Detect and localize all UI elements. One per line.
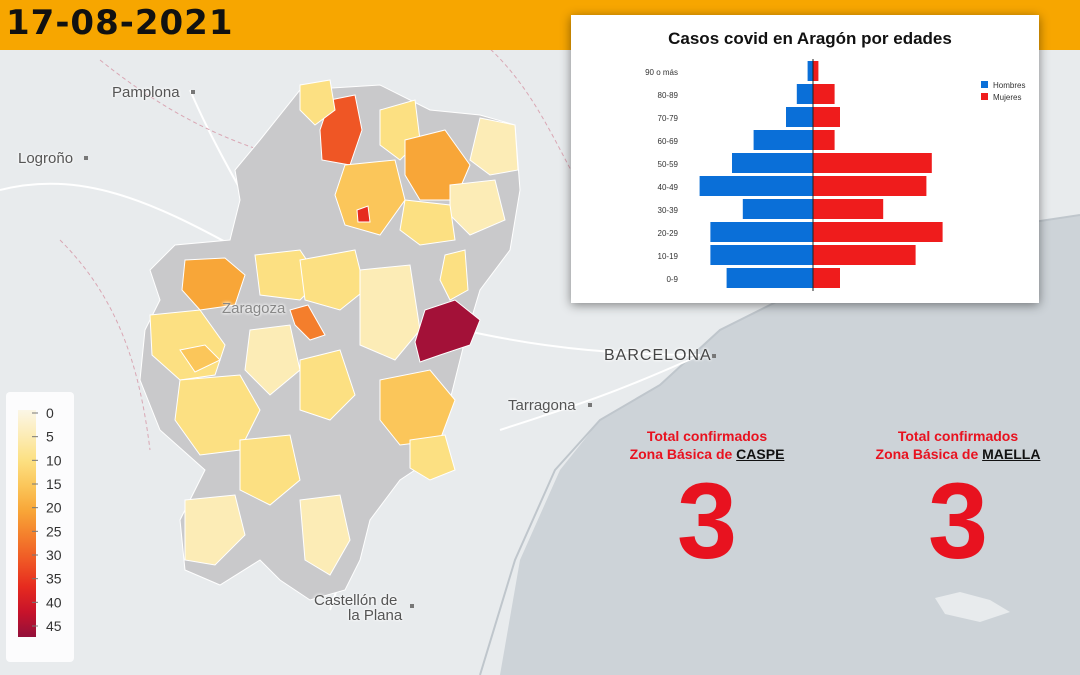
legend-tick-label: 15 bbox=[46, 476, 62, 492]
legend-tick-label: 20 bbox=[46, 500, 62, 516]
bar-hombres bbox=[807, 61, 813, 81]
bar-mujeres bbox=[813, 61, 819, 81]
city-label-castellon-line1: Castellón de bbox=[314, 592, 398, 609]
city-label-zaragoza: Zaragoza bbox=[222, 300, 286, 317]
bar-hombres bbox=[726, 268, 813, 288]
age-category-label: 90 o más bbox=[645, 68, 678, 77]
legend-entry-label: Mujeres bbox=[993, 93, 1021, 102]
stat-caspe-prefix: Zona Básica de bbox=[629, 446, 737, 462]
bar-mujeres bbox=[813, 245, 916, 265]
stat-caspe-zone: CASPE bbox=[736, 446, 785, 462]
date-label: 17-08-2021 bbox=[6, 3, 234, 43]
city-label-logrono: Logroño bbox=[18, 150, 74, 167]
health-zones bbox=[149, 79, 519, 576]
stat-maella-line2: Zona Básica de MAELLA bbox=[838, 445, 1078, 463]
bar-hombres bbox=[732, 153, 813, 173]
legend-tick-label: 35 bbox=[46, 571, 62, 587]
city-label-pamplona: Pamplona bbox=[112, 84, 180, 101]
age-category-label: 70-79 bbox=[658, 114, 679, 123]
bar-mujeres bbox=[813, 268, 840, 288]
legend-tick-label: 0 bbox=[46, 405, 54, 421]
legend-tick-label: 25 bbox=[46, 523, 62, 539]
bar-hombres bbox=[786, 107, 813, 127]
age-category-label: 40-49 bbox=[658, 183, 679, 192]
stat-maella-prefix: Zona Básica de bbox=[875, 446, 983, 462]
bar-hombres bbox=[753, 130, 813, 150]
stat-caspe: Total confirmados Zona Básica de CASPE 3 bbox=[587, 427, 827, 575]
bar-mujeres bbox=[813, 153, 932, 173]
bar-mujeres bbox=[813, 199, 884, 219]
legend-tick-label: 30 bbox=[46, 547, 62, 563]
age-category-label: 50-59 bbox=[658, 160, 679, 169]
bar-hombres bbox=[710, 245, 813, 265]
age-pyramid-chart-card: Casos covid en Aragón por edades 90 o más… bbox=[571, 15, 1039, 303]
age-category-label: 0-9 bbox=[666, 275, 678, 284]
age-category-label: 60-69 bbox=[658, 137, 679, 146]
legend-entry-label: Hombres bbox=[993, 81, 1025, 90]
bar-hombres bbox=[796, 84, 813, 104]
color-legend: 0 5 10 15 20 25 30 35 40 45 bbox=[6, 392, 74, 662]
chart-title: Casos covid en Aragón por edades bbox=[668, 29, 952, 48]
bar-hombres bbox=[710, 222, 813, 242]
stat-caspe-line1: Total confirmados bbox=[646, 428, 768, 444]
legend-tick-label: 40 bbox=[46, 594, 62, 610]
age-category-label: 10-19 bbox=[658, 252, 679, 261]
bar-hombres bbox=[699, 176, 813, 196]
age-category-label: 30-39 bbox=[658, 206, 679, 215]
stat-maella-value: 3 bbox=[927, 460, 989, 581]
age-category-label: 80-89 bbox=[658, 91, 679, 100]
legend-swatch bbox=[981, 81, 988, 88]
legend-tick-label: 5 bbox=[46, 429, 54, 445]
bar-mujeres bbox=[813, 84, 835, 104]
stat-maella-zone: MAELLA bbox=[982, 446, 1041, 462]
bar-mujeres bbox=[813, 176, 927, 196]
city-label-barcelona: BARCELONA bbox=[604, 347, 712, 364]
bar-mujeres bbox=[813, 130, 835, 150]
city-label-castellon-line2: la Plana bbox=[348, 607, 403, 624]
bar-hombres bbox=[742, 199, 813, 219]
stat-maella-line1: Total confirmados bbox=[897, 428, 1019, 444]
stat-caspe-value: 3 bbox=[676, 460, 738, 581]
stat-maella: Total confirmados Zona Básica de MAELLA … bbox=[838, 427, 1078, 575]
sea-area bbox=[500, 215, 1080, 675]
stat-caspe-line2: Zona Básica de CASPE bbox=[587, 445, 827, 463]
island bbox=[935, 592, 1010, 622]
bar-mujeres bbox=[813, 107, 840, 127]
color-legend-scale: 0 5 10 15 20 25 30 35 40 45 bbox=[18, 405, 62, 637]
city-label-tarragona: Tarragona bbox=[508, 397, 576, 414]
bar-mujeres bbox=[813, 222, 943, 242]
age-pyramid-chart: Casos covid en Aragón por edades 90 o más… bbox=[645, 29, 1025, 291]
legend-tick-label: 45 bbox=[46, 618, 62, 634]
legend-tick-label: 10 bbox=[46, 452, 62, 468]
legend-gradient-bar bbox=[18, 410, 36, 637]
city-markers bbox=[84, 90, 716, 608]
legend-swatch bbox=[981, 93, 988, 100]
age-category-label: 20-29 bbox=[658, 229, 679, 238]
